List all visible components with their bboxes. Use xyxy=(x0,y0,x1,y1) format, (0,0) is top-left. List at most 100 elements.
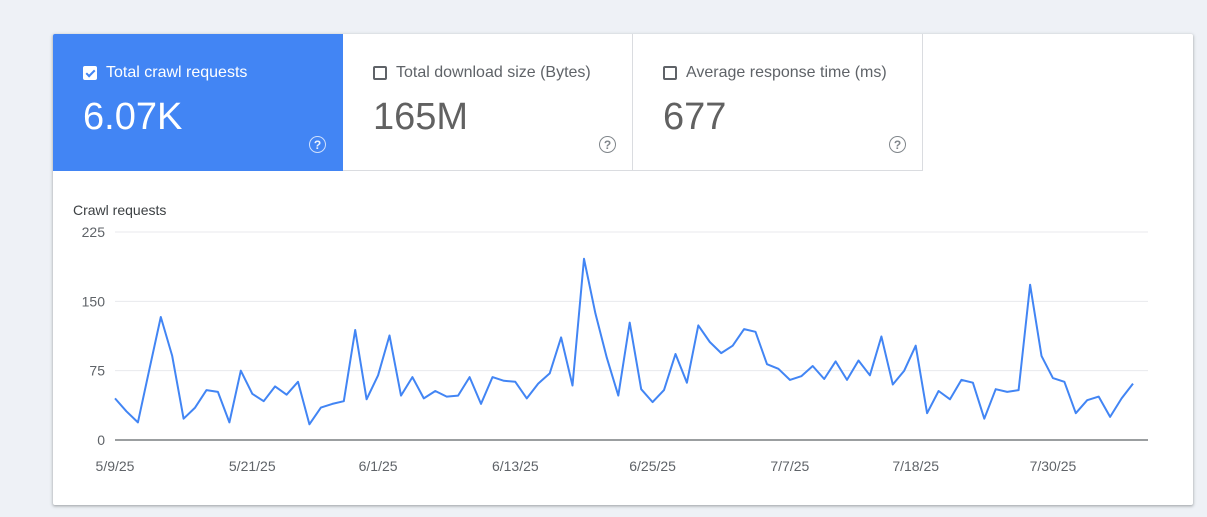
data-point[interactable] xyxy=(478,401,484,407)
data-point[interactable] xyxy=(936,388,942,394)
data-point[interactable] xyxy=(764,361,770,367)
data-point[interactable] xyxy=(524,395,530,401)
data-point[interactable] xyxy=(444,394,450,400)
data-point[interactable] xyxy=(1061,379,1067,385)
data-point[interactable] xyxy=(501,378,507,384)
data-point[interactable] xyxy=(833,358,839,364)
data-point[interactable] xyxy=(867,372,873,378)
data-point[interactable] xyxy=(787,377,793,383)
data-point[interactable] xyxy=(409,374,415,380)
data-point[interactable] xyxy=(226,419,232,425)
data-point[interactable] xyxy=(364,396,370,402)
data-point[interactable] xyxy=(993,386,999,392)
data-point[interactable] xyxy=(798,373,804,379)
data-point[interactable] xyxy=(1084,397,1090,403)
data-point[interactable] xyxy=(341,398,347,404)
data-point[interactable] xyxy=(329,401,335,407)
data-point[interactable] xyxy=(592,310,598,316)
metric-tile-average-response-time[interactable]: Average response time (ms) 677 ? xyxy=(633,34,923,171)
data-point[interactable] xyxy=(1130,381,1136,387)
data-point[interactable] xyxy=(878,333,884,339)
data-point[interactable] xyxy=(981,416,987,422)
data-point[interactable] xyxy=(684,380,690,386)
data-point[interactable] xyxy=(1119,395,1125,401)
data-point[interactable] xyxy=(318,405,324,411)
data-point[interactable] xyxy=(1050,375,1056,381)
data-point[interactable] xyxy=(581,256,587,262)
data-point[interactable] xyxy=(844,377,850,383)
data-point[interactable] xyxy=(204,387,210,393)
data-point[interactable] xyxy=(432,388,438,394)
data-point[interactable] xyxy=(913,343,919,349)
data-point[interactable] xyxy=(730,343,736,349)
data-point[interactable] xyxy=(707,339,713,345)
data-point[interactable] xyxy=(775,366,781,372)
data-point[interactable] xyxy=(238,368,244,374)
data-point[interactable] xyxy=(650,399,656,405)
data-point[interactable] xyxy=(398,393,404,399)
data-point[interactable] xyxy=(489,374,495,380)
data-point[interactable] xyxy=(1073,410,1079,416)
data-point[interactable] xyxy=(1107,414,1113,420)
data-point[interactable] xyxy=(1004,389,1010,395)
data-point[interactable] xyxy=(261,398,267,404)
data-point[interactable] xyxy=(192,405,198,411)
help-icon[interactable]: ? xyxy=(599,136,616,153)
data-point[interactable] xyxy=(146,367,152,373)
data-point[interactable] xyxy=(249,391,255,397)
data-point[interactable] xyxy=(547,370,553,376)
data-point[interactable] xyxy=(421,395,427,401)
data-point[interactable] xyxy=(467,374,473,380)
data-point[interactable] xyxy=(387,333,393,339)
data-point[interactable] xyxy=(1016,387,1022,393)
data-point[interactable] xyxy=(295,379,301,385)
data-point[interactable] xyxy=(215,389,221,395)
data-point[interactable] xyxy=(958,377,964,383)
data-point[interactable] xyxy=(810,363,816,369)
help-icon[interactable]: ? xyxy=(309,136,326,153)
data-point[interactable] xyxy=(718,350,724,356)
data-point[interactable] xyxy=(181,416,187,422)
data-point[interactable] xyxy=(901,368,907,374)
help-icon[interactable]: ? xyxy=(889,136,906,153)
data-point[interactable] xyxy=(123,408,129,414)
x-tick-label: 5/21/25 xyxy=(229,458,276,474)
data-point[interactable] xyxy=(1027,282,1033,288)
data-point[interactable] xyxy=(924,410,930,416)
data-point[interactable] xyxy=(352,327,358,333)
data-point[interactable] xyxy=(272,383,278,389)
data-point[interactable] xyxy=(455,393,461,399)
data-point[interactable] xyxy=(855,357,861,363)
data-point[interactable] xyxy=(741,326,747,332)
data-point[interactable] xyxy=(284,392,290,398)
data-point[interactable] xyxy=(112,395,118,401)
data-point[interactable] xyxy=(135,419,141,425)
checkbox-checked[interactable] xyxy=(83,66,97,80)
data-point[interactable] xyxy=(306,421,312,427)
data-point[interactable] xyxy=(638,386,644,392)
data-point[interactable] xyxy=(535,381,541,387)
data-point[interactable] xyxy=(753,329,759,335)
data-point[interactable] xyxy=(627,320,633,326)
data-point[interactable] xyxy=(615,393,621,399)
data-point[interactable] xyxy=(169,353,175,359)
data-point[interactable] xyxy=(661,387,667,393)
metric-tile-total-crawl-requests[interactable]: Total crawl requests 6.07K ? xyxy=(53,34,343,171)
data-point[interactable] xyxy=(695,322,701,328)
data-point[interactable] xyxy=(1038,353,1044,359)
metric-tile-total-download-size[interactable]: Total download size (Bytes) 165M ? xyxy=(343,34,633,171)
data-point[interactable] xyxy=(890,382,896,388)
data-point[interactable] xyxy=(1096,394,1102,400)
data-point[interactable] xyxy=(672,351,678,357)
data-point[interactable] xyxy=(604,355,610,361)
data-point[interactable] xyxy=(821,376,827,382)
checkbox-unchecked[interactable] xyxy=(663,66,677,80)
data-point[interactable] xyxy=(570,382,576,388)
data-point[interactable] xyxy=(375,372,381,378)
data-point[interactable] xyxy=(512,379,518,385)
data-point[interactable] xyxy=(970,380,976,386)
checkbox-unchecked[interactable] xyxy=(373,66,387,80)
data-point[interactable] xyxy=(558,334,564,340)
data-point[interactable] xyxy=(947,396,953,402)
data-point[interactable] xyxy=(158,314,164,320)
